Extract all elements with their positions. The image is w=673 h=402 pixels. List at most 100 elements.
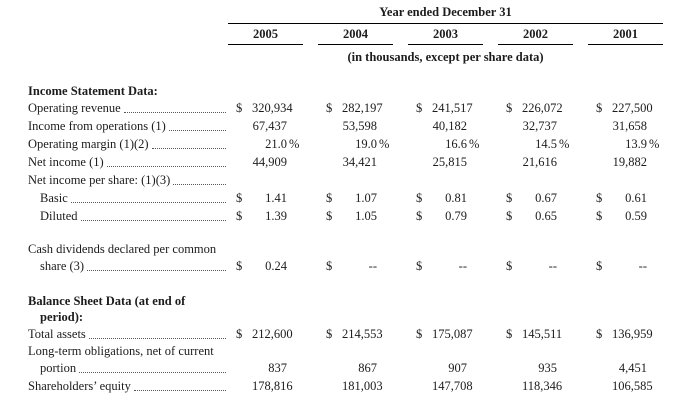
currency-symbol	[498, 359, 522, 377]
currency-symbol: $	[236, 101, 243, 115]
value-suffix	[653, 99, 669, 117]
value-cell: $0.67	[498, 189, 573, 207]
value-suffix	[383, 325, 399, 343]
cell-value: 935	[538, 361, 557, 375]
table-row: share (3) $0.24 $ -- $ -- $ -- $ --	[28, 257, 673, 275]
value-cell: 19,882	[588, 153, 663, 171]
currency-symbol: $	[326, 209, 333, 223]
value-suffix	[473, 325, 489, 343]
value-cell: 14.5%	[498, 135, 573, 153]
value-suffix	[557, 189, 573, 207]
value-suffix	[377, 117, 393, 135]
currency-symbol	[318, 153, 342, 171]
currency-symbol: $	[236, 191, 243, 205]
currency-symbol: $	[506, 191, 513, 205]
currency-symbol	[408, 135, 432, 153]
dot-leader	[123, 112, 226, 113]
cell-value: 0.67	[535, 191, 557, 205]
row-values: $320,934 $282,197 $241,517 $226,072 $227,500	[228, 99, 663, 117]
row-label-text: Total assets	[28, 327, 86, 341]
currency-symbol: $	[596, 259, 603, 273]
value-suffix	[473, 377, 489, 395]
currency-symbol	[498, 153, 522, 171]
value-suffix: %	[379, 137, 390, 151]
row-values: $1.39 $1.05 $0.79 $0.65 $0.59	[228, 207, 663, 225]
cell-value: --	[458, 259, 467, 273]
cell-value: 16.6	[445, 137, 467, 151]
value-suffix	[287, 117, 303, 135]
currency-symbol	[228, 117, 252, 135]
value-suffix	[647, 359, 663, 377]
cell-value: 0.81	[445, 191, 467, 205]
currency-symbol: $	[596, 209, 603, 223]
cell-value: 0.59	[625, 209, 647, 223]
cell-value: 241,517	[432, 101, 473, 115]
value-suffix	[647, 257, 663, 275]
row-label-text: Basic	[40, 191, 68, 205]
value-suffix	[647, 153, 663, 171]
currency-symbol	[318, 117, 342, 135]
value-cell: $ --	[408, 257, 483, 275]
value-suffix	[557, 257, 573, 275]
currency-symbol: $	[596, 101, 603, 115]
cell-value: 214,553	[342, 327, 383, 341]
cell-value: 1.07	[355, 191, 377, 205]
row-values: $1.41 $1.07 $0.81 $0.67 $0.61	[228, 189, 663, 207]
value-cell: 40,182	[408, 117, 483, 135]
cell-value: 19,882	[612, 155, 647, 169]
row-label-text: Income from operations (1)	[28, 119, 166, 133]
cell-value: 1.39	[265, 209, 287, 223]
cell-value: 212,600	[252, 327, 293, 341]
year-header-row: 2005 2004 2003 2002 2001	[228, 27, 663, 45]
table-subtitle: (in thousands, except per share data)	[347, 50, 544, 64]
value-cell: $136,959	[588, 325, 663, 343]
row-values: 178,816 181,003 147,708 118,346 106,585	[228, 377, 663, 395]
row-values: 21.0% 19.0% 16.6% 14.5% 13.9%	[228, 135, 663, 153]
currency-symbol	[318, 377, 342, 395]
value-cell: $ --	[318, 257, 393, 275]
currency-symbol: $	[596, 327, 603, 341]
cell-value: 1.05	[355, 209, 377, 223]
currency-symbol: $	[506, 259, 513, 273]
value-suffix	[377, 257, 393, 275]
row-values: 67,437 53,598 40,182 32,737 31,658	[228, 117, 663, 135]
value-suffix	[562, 325, 578, 343]
row-label-text: Net income per share: (1)(3)	[28, 173, 171, 187]
row-label-text: Operating margin (1)(2)	[28, 137, 149, 151]
cell-value: 0.79	[445, 209, 467, 223]
currency-symbol: $	[326, 191, 333, 205]
row-values: 837 867 907 935 4,451	[228, 359, 663, 377]
year-column-header: 2002	[498, 27, 573, 45]
currency-symbol	[588, 117, 612, 135]
cell-value: --	[548, 259, 557, 273]
cell-value: 0.61	[625, 191, 647, 205]
value-suffix	[467, 207, 483, 225]
cell-value: 31,658	[612, 119, 647, 133]
cell-value: 867	[358, 361, 377, 375]
cell-value: 136,959	[612, 327, 653, 341]
value-suffix	[377, 207, 393, 225]
currency-symbol	[228, 359, 252, 377]
value-suffix	[293, 377, 309, 395]
value-suffix	[562, 377, 578, 395]
currency-symbol	[408, 359, 432, 377]
value-suffix	[377, 359, 393, 377]
row-label: Operating margin (1)(2)	[28, 135, 228, 153]
value-cell: 32,737	[498, 117, 573, 135]
value-cell: 867	[318, 359, 393, 377]
row-values: 44,909 34,421 25,815 21,616 19,882	[228, 153, 663, 171]
cell-value: 837	[268, 361, 287, 375]
row-spacer	[28, 225, 673, 241]
cell-value: 106,585	[612, 379, 653, 393]
value-cell: 118,346	[498, 377, 573, 395]
cell-value: 1.41	[265, 191, 287, 205]
value-cell: $0.61	[588, 189, 663, 207]
table-row: Basic $1.41 $1.07 $0.81 $0.67 $0.61	[28, 189, 673, 207]
row-label: Basic	[28, 189, 228, 207]
table-row: Total assets $212,600 $214,553 $175,087 $145…	[28, 325, 673, 343]
cell-value: 21.0	[265, 137, 287, 151]
cell-value: 34,421	[342, 155, 377, 169]
row-label-text: share (3)	[40, 259, 85, 273]
row-label-text: Shareholders’ equity	[28, 379, 131, 393]
